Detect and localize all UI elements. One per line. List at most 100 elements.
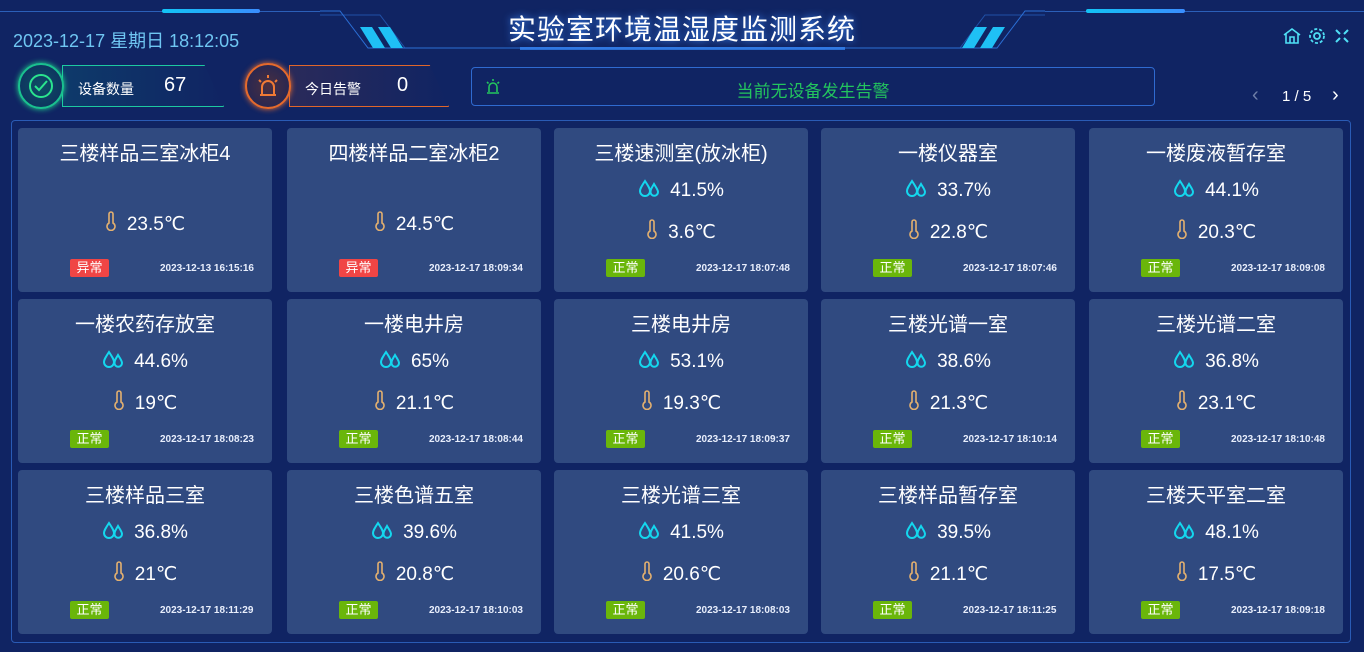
device-card[interactable]: 一楼农药存放室 44.6% 19℃ 正常 2023-12-17 18:08:23 [18,299,272,463]
humidity-icon [102,349,124,375]
humidity-value: 65% [410,351,450,372]
thermometer-icon [113,390,125,416]
update-time: 2023-12-17 18:09:08 [1231,263,1325,274]
temperature-row: 24.5℃ [287,211,541,237]
header-frame [320,10,1045,50]
humidity-row: 48.1% [1089,520,1343,546]
update-time: 2023-12-17 18:11:25 [963,605,1057,616]
device-card[interactable]: 三楼光谱二室 36.8% 23.1℃ 正常 2023-12-17 18:10:48 [1089,299,1343,463]
gear-icon[interactable] [1307,26,1327,46]
prev-page-icon[interactable]: ‹ [1252,84,1259,106]
alarm-count-value: 0 [397,74,409,96]
device-count-label: 设备数量 [78,81,134,97]
temperature-row: 20.8℃ [287,561,541,587]
temperature-value: 20.8℃ [395,563,455,585]
humidity-icon [638,178,660,204]
device-card[interactable]: 三楼光谱一室 38.6% 21.3℃ 正常 2023-12-17 18:10:14 [821,299,1075,463]
temperature-row: 23.1℃ [1089,390,1343,416]
update-time: 2023-12-17 18:07:48 [696,263,790,274]
device-panel [11,120,1351,643]
device-name: 一楼农药存放室 [75,314,215,336]
temperature-row: 20.3℃ [1089,219,1343,245]
temperature-value: 23.5℃ [126,213,186,235]
humidity-icon [905,349,927,375]
device-name: 三楼速测室(放冰柜) [594,143,768,165]
humidity-row: 36.8% [18,520,272,546]
device-name: 一楼废液暂存室 [1146,143,1286,165]
pagination: ‹ 1 / 5 › [1248,84,1344,108]
device-count-value: 67 [164,74,187,96]
status-badge: 正常 [339,430,378,448]
humidity-row: 36.8% [1089,349,1343,375]
humidity-row: 41.5% [554,178,808,204]
humidity-row: 44.1% [1089,178,1343,204]
humidity-value: 41.5% [670,180,724,201]
humidity-value: 38.6% [937,351,991,372]
humidity-icon [1173,349,1195,375]
humidity-icon [379,349,401,375]
humidity-row: 41.5% [554,520,808,546]
device-card[interactable]: 三楼光谱三室 41.5% 20.6℃ 正常 2023-12-17 18:08:03 [554,470,808,634]
temperature-value: 24.5℃ [395,213,455,235]
fullscreen-icon[interactable] [1334,26,1354,46]
device-name: 三楼光谱二室 [1156,314,1276,336]
temperature-row: 17.5℃ [1089,561,1343,587]
status-badge: 异常 [70,259,109,277]
device-card[interactable]: 一楼电井房 65% 21.1℃ 正常 2023-12-17 18:08:44 [287,299,541,463]
thermometer-icon [374,390,386,416]
humidity-icon [638,520,660,546]
temperature-value: 19.3℃ [662,392,722,414]
device-card[interactable]: 三楼样品三室 36.8% 21℃ 正常 2023-12-17 18:11:29 [18,470,272,634]
thermometer-icon [1176,219,1188,245]
device-name: 三楼天平室二室 [1146,485,1286,507]
temperature-value: 21.3℃ [929,392,989,414]
humidity-value: 36.8% [1205,351,1259,372]
temperature-row: 20.6℃ [554,561,808,587]
update-time: 2023-12-17 18:07:46 [963,263,1057,274]
update-time: 2023-12-17 18:09:18 [1231,605,1325,616]
humidity-value: 39.5% [937,522,991,543]
device-name: 三楼光谱一室 [888,314,1008,336]
humidity-icon [638,349,660,375]
thermometer-icon [113,561,125,587]
header-line [0,11,320,12]
device-name: 四楼样品二室冰柜2 [328,143,500,165]
device-card[interactable]: 三楼样品暂存室 39.5% 21.1℃ 正常 2023-12-17 18:11:25 [821,470,1075,634]
device-card[interactable]: 四楼样品二室冰柜2 24.5℃ 异常 2023-12-17 18:09:34 [287,128,541,292]
temperature-row: 19℃ [18,390,272,416]
temperature-row: 22.8℃ [821,219,1075,245]
header-line [1045,11,1364,12]
device-card[interactable]: 三楼样品三室冰柜4 23.5℃ 异常 2023-12-13 16:15:16 [18,128,272,292]
device-card[interactable]: 三楼色谱五室 39.6% 20.8℃ 正常 2023-12-17 18:10:03 [287,470,541,634]
thermometer-icon [105,211,117,237]
device-name: 三楼样品暂存室 [878,485,1018,507]
next-page-icon[interactable]: › [1332,84,1339,106]
temperature-value: 19℃ [134,392,178,414]
update-time: 2023-12-17 18:10:03 [429,605,523,616]
temperature-value: 22.8℃ [929,221,989,243]
device-card[interactable]: 一楼废液暂存室 44.1% 20.3℃ 正常 2023-12-17 18:09:08 [1089,128,1343,292]
device-name: 三楼光谱三室 [621,485,741,507]
device-card[interactable]: 三楼电井房 53.1% 19.3℃ 正常 2023-12-17 18:09:37 [554,299,808,463]
update-time: 2023-12-17 18:11:29 [160,605,254,616]
thermometer-icon [1176,390,1188,416]
humidity-value: 33.7% [937,180,991,201]
device-card[interactable]: 三楼天平室二室 48.1% 17.5℃ 正常 2023-12-17 18:09:18 [1089,470,1343,634]
status-badge: 正常 [1141,601,1180,619]
device-name: 三楼样品三室冰柜4 [59,143,231,165]
temperature-row: 3.6℃ [554,219,808,245]
humidity-icon [1173,178,1195,204]
device-card[interactable]: 三楼速测室(放冰柜) 41.5% 3.6℃ 正常 2023-12-17 18:07:48 [554,128,808,292]
home-icon[interactable] [1282,26,1302,46]
status-badge: 正常 [70,430,109,448]
device-count-stat: 设备数量 67 [18,63,224,109]
header-glow [1086,9,1185,13]
thermometer-icon [908,219,920,245]
temperature-row: 19.3℃ [554,390,808,416]
current-datetime: 2023-12-17 星期日 18:12:05 [13,31,240,51]
device-name: 一楼电井房 [364,314,464,336]
status-badge: 正常 [606,259,645,277]
temperature-value: 23.1℃ [1197,392,1257,414]
device-card[interactable]: 一楼仪器室 33.7% 22.8℃ 正常 2023-12-17 18:07:46 [821,128,1075,292]
status-badge: 正常 [873,259,912,277]
